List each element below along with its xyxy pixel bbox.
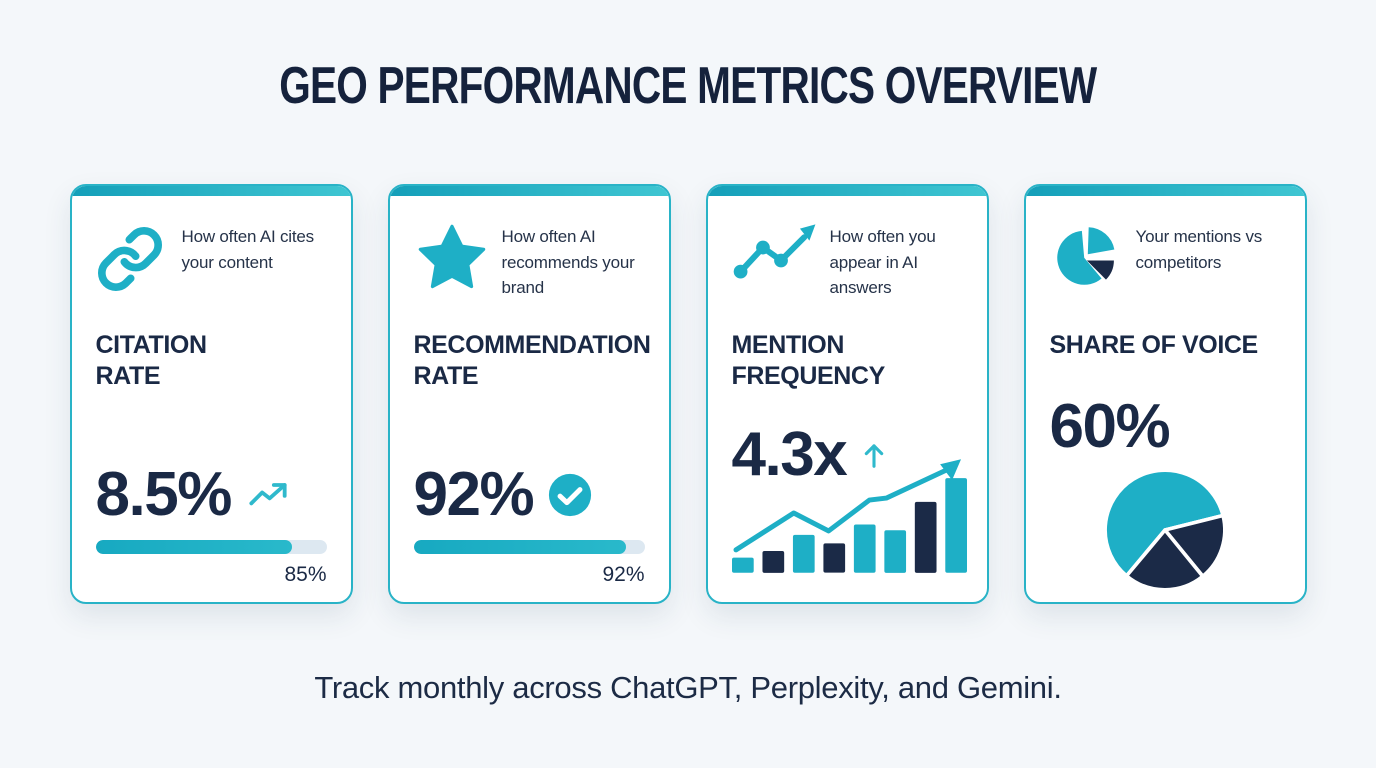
metric-title-line: RATE [95,362,161,390]
trending-up-icon [245,475,291,515]
metric-description: How often AI recommends your brand [501,227,635,297]
metric-title-line: MENTION [731,331,845,359]
metric-title-line: FREQUENCY [731,362,886,390]
card-header: How often AI recommends your brand [390,196,669,304]
mention-frequency-bar-chart [731,459,967,573]
metric-title-line: SHARE OF VOICE [1049,331,1259,359]
metric-card-recommendation-rate: How often AI recommends your brand RECOM… [387,184,671,604]
footer: Track monthly across ChatGPT, Perplexity… [0,670,1376,706]
progress-track [95,540,327,554]
metric-description: How often you appear in AI answers [829,227,936,297]
metric-title-line: RATE [413,362,479,390]
metric-title: CITATION RATE [96,330,327,392]
line-chart-icon [732,220,818,304]
footer-text: Track monthly across ChatGPT, Perplexity… [314,670,1062,705]
page-title: GEO PERFORMANCE METRICS OVERVIEW [279,57,1097,115]
metric-value: 4.3x [731,420,848,489]
metric-title: MENTION FREQUENCY [732,330,963,392]
progress-fill [413,540,627,554]
card-accent-bar [71,186,351,196]
card-header: Your mentions vs competitors [1026,196,1305,304]
metric-description: How often AI cites your content [181,227,315,272]
link-icon [96,220,170,304]
card-accent-bar [707,186,987,196]
star-icon [414,220,490,304]
metric-value-row: 8.5% [96,464,351,526]
metric-title-line: RECOMMENDATION [413,331,651,359]
metric-cards-row: How often AI cites your content CITATION… [0,184,1376,604]
metric-value: 92% [413,460,535,529]
metric-value-row: 60% [1050,396,1305,458]
metric-card-share-of-voice: Your mentions vs competitors SHARE OF VO… [1023,184,1307,604]
metric-title-line: CITATION [95,331,208,359]
progress-bar: 92% [413,540,645,587]
progress-fill [95,540,292,554]
header: GEO PERFORMANCE METRICS OVERVIEW [0,56,1376,116]
arrow-up-icon [860,439,888,471]
metric-card-mention-frequency: How often you appear in AI answers MENTI… [705,184,989,604]
progress-bar: 85% [95,540,327,587]
metric-value-row: 92% [414,464,669,526]
pie-chart-icon [1050,220,1124,304]
progress-track [413,540,645,554]
metric-title: SHARE OF VOICE [1050,330,1281,392]
card-header: How often you appear in AI answers [708,196,987,304]
pie-chart-container [1026,462,1305,598]
progress-label: 85% [284,563,327,586]
metric-title: RECOMMENDATION RATE [413,330,651,392]
metric-value: 60% [1049,392,1171,461]
metric-value-row: 4.3x [732,424,987,486]
share-of-voice-pie-chart [1103,468,1227,592]
metric-description: Your mentions vs competitors [1135,227,1263,272]
card-accent-bar [1025,186,1305,196]
card-header: How often AI cites your content [72,196,351,304]
progress-label: 92% [602,563,645,586]
metric-card-citation-rate: How often AI cites your content CITATION… [69,184,353,604]
metric-value: 8.5% [95,460,233,529]
card-accent-bar [389,186,669,196]
check-circle-icon [547,472,593,518]
